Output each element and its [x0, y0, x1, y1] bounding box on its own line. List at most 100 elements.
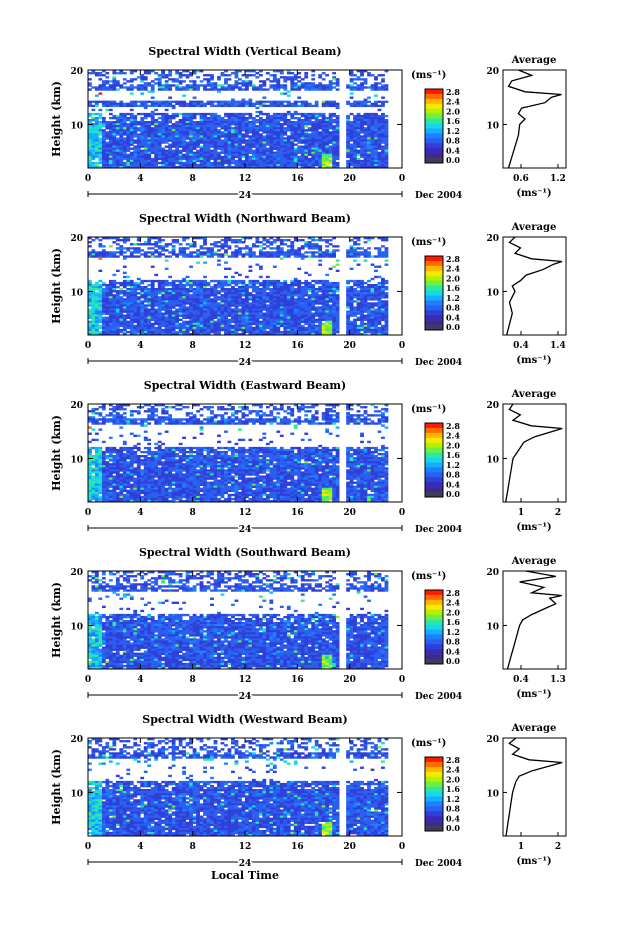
heatmap-cell: [262, 296, 267, 299]
heatmap-cell: [349, 88, 354, 91]
heatmap-cell: [133, 300, 138, 303]
heatmap-cell: [168, 275, 173, 279]
heatmap-cell: [105, 296, 110, 299]
heatmap-cell: [234, 147, 239, 150]
heatmap-cell: [224, 165, 228, 169]
heatmap-cell: [231, 129, 235, 132]
heatmap-cell: [356, 86, 361, 89]
heatmap-cell: [304, 86, 309, 89]
heatmap-cell: [293, 137, 298, 140]
heatmap-cell: [286, 94, 291, 97]
heatmap-cell: [122, 241, 127, 244]
heatmap-cell: [245, 314, 249, 317]
heatmap-cell: [265, 78, 270, 81]
heatmap-cell: [129, 165, 134, 169]
heatmap-cell: [175, 147, 180, 150]
heatmap-cell: [115, 88, 120, 91]
heatmap-cell: [164, 102, 169, 106]
heatmap-cell: [311, 112, 316, 116]
heatmap-cell: [283, 292, 288, 295]
heatmap-cell: [363, 149, 368, 152]
heatmap-cell: [307, 300, 312, 303]
heatmap-cell: [238, 288, 242, 291]
heatmap-cell: [210, 292, 214, 295]
heatmap-cell: [136, 76, 141, 79]
heatmap-cell: [143, 300, 148, 303]
heatmap-cell: [255, 76, 260, 79]
heatmap-cell: [363, 286, 368, 289]
heatmap-cell: [189, 80, 193, 83]
heatmap-cell: [370, 74, 375, 77]
heatmap-cell: [175, 121, 180, 124]
heatmap-cell: [332, 316, 337, 319]
heatmap-cell: [262, 131, 267, 134]
heatmap-cell: [143, 298, 148, 301]
heatmap-cell: [220, 123, 225, 126]
heatmap-cell: [192, 165, 197, 169]
heatmap-cell: [213, 147, 218, 150]
heatmap-cell: [269, 316, 274, 319]
heatmap-cell: [175, 294, 180, 297]
heatmap-cell: [105, 131, 110, 134]
heatmap-cell: [265, 286, 270, 289]
heatmap-cell: [314, 151, 319, 155]
heatmap-cell: [220, 239, 225, 242]
heatmap-cell: [119, 100, 124, 103]
heatmap-cell: [129, 119, 134, 122]
heatmap-cell: [384, 129, 389, 132]
heatmap-cell: [381, 159, 385, 163]
heatmap-cell: [88, 121, 92, 124]
heatmap-cell: [119, 249, 124, 252]
heatmap-cell: [178, 123, 183, 126]
heatmap-cell: [157, 151, 162, 155]
heatmap-cell: [349, 253, 354, 256]
heatmap-cell: [203, 147, 207, 150]
heatmap-cell: [356, 159, 361, 163]
heatmap-cell: [98, 257, 103, 260]
heatmap-cell: [286, 296, 291, 299]
heatmap-cell: [384, 86, 389, 89]
heatmap-cell: [213, 88, 218, 91]
heatmap-cell: [129, 133, 134, 136]
heatmap-cell: [129, 151, 134, 155]
heatmap-cell: [140, 157, 145, 161]
heatmap-cell: [363, 165, 368, 169]
heatmap-cell: [374, 290, 378, 293]
heatmap-cell: [370, 159, 375, 163]
heatmap-cell: [189, 151, 193, 155]
heatmap-cell: [297, 314, 302, 317]
heatmap-cell: [272, 302, 277, 305]
heatmap-cell: [140, 161, 145, 165]
heatmap-cell: [164, 141, 169, 144]
heatmap-cell: [119, 302, 124, 305]
heatmap-cell: [325, 88, 330, 91]
heatmap-cell: [279, 161, 284, 165]
heatmap-cell: [234, 279, 239, 283]
heatmap-cell: [119, 157, 124, 161]
heatmap-cell: [164, 245, 169, 248]
heatmap-cell: [328, 267, 333, 270]
heatmap-cell: [346, 139, 350, 142]
heatmap-cell: [112, 121, 117, 124]
heatmap-cell: [91, 298, 96, 301]
heatmap-cell: [171, 114, 176, 118]
heatmap-cell: [304, 84, 309, 87]
heatmap-cell: [377, 237, 382, 240]
heatmap-cell: [258, 312, 263, 315]
heatmap-cell: [356, 135, 361, 138]
heatmap-cell: [349, 279, 354, 283]
heatmap-cell: [136, 155, 141, 159]
heatmap-cell: [154, 125, 159, 128]
heatmap-cell: [311, 308, 316, 311]
heatmap-cell: [101, 145, 106, 148]
heatmap-cell: [335, 129, 340, 132]
heatmap-cell: [346, 298, 350, 301]
heatmap-cell: [143, 292, 148, 295]
heatmap-cell: [206, 294, 211, 297]
heatmap-cell: [384, 157, 389, 161]
heatmap-cell: [175, 304, 180, 307]
heatmap-cell: [265, 139, 270, 142]
heatmap-cell: [98, 78, 103, 81]
heatmap-cell: [269, 312, 274, 315]
heatmap-cell: [234, 125, 239, 128]
